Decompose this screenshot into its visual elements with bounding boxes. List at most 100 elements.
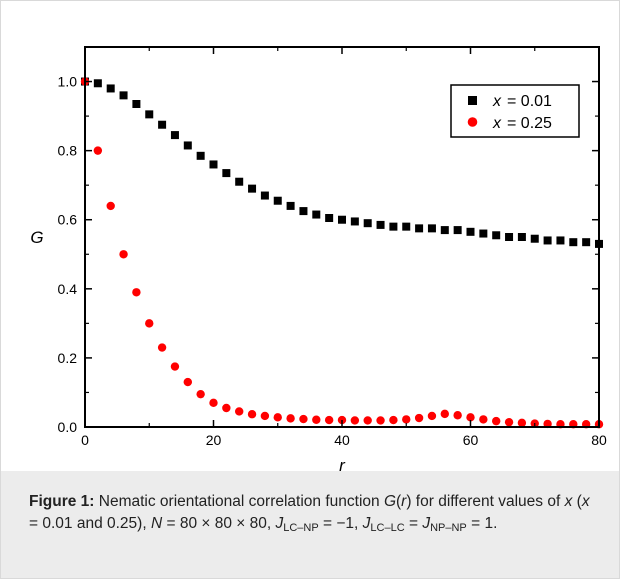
caption-var: J [422, 515, 431, 532]
caption-text: = 0.01 and 0.25), [29, 515, 151, 532]
x-tick-label: 40 [334, 432, 350, 448]
point-series-0 [415, 224, 424, 233]
point-series-0 [453, 226, 462, 235]
point-series-0 [312, 210, 321, 219]
point-series-0 [466, 227, 475, 236]
point-series-1 [286, 414, 295, 423]
caption-text: Nematic orientational correlation functi… [94, 493, 384, 510]
legend-var: x [492, 93, 502, 110]
point-series-1 [273, 413, 282, 422]
caption-subscript: LC–NP [283, 522, 319, 534]
axis-ticks: 0 20 40 60 80 0.0 0.2 0.4 0.6 0.8 1.0 [58, 46, 607, 448]
point-series-0 [196, 151, 205, 160]
point-series-0 [158, 120, 167, 129]
point-series-1 [222, 403, 231, 413]
caption-var: x [581, 493, 590, 510]
legend-marker-square [468, 96, 477, 105]
caption-text: = 1. [466, 515, 498, 532]
point-series-0 [569, 238, 578, 247]
legend-value: = 0.01 [507, 93, 552, 110]
y-tick-label: 0.4 [58, 281, 78, 297]
point-series-1 [414, 413, 424, 423]
legend-label-x-0.01: x = 0.01 [492, 93, 552, 110]
point-series-1 [389, 415, 398, 425]
point-series-1 [402, 415, 411, 424]
point-series-0 [440, 226, 449, 235]
point-series-0 [582, 238, 591, 247]
point-series-1 [170, 362, 180, 371]
x-tick-label: 60 [463, 432, 479, 448]
y-tick-label: 0.6 [58, 212, 78, 228]
point-series-1 [93, 146, 103, 155]
point-series-1 [183, 377, 192, 387]
y-tick-label: 0.0 [58, 419, 78, 435]
point-series-0 [106, 84, 115, 93]
scatter-chart: 0 20 40 60 80 0.0 0.2 0.4 0.6 0.8 1.0 r G x = 0.01 … [30, 46, 607, 471]
point-series-0 [286, 201, 295, 210]
caption-text: ) for different values of [406, 493, 565, 510]
point-series-0 [209, 160, 218, 169]
x-tick-label: 0 [81, 432, 89, 448]
legend-value: = 0.25 [507, 115, 552, 132]
point-series-0 [248, 184, 257, 193]
caption-text: = [404, 515, 423, 532]
caption-text: ( [396, 493, 402, 510]
point-series-0 [427, 224, 436, 233]
point-series-0 [389, 222, 398, 231]
point-series-0 [350, 217, 359, 226]
point-series-0 [479, 229, 488, 238]
point-series-1 [376, 416, 385, 425]
point-series-0 [325, 214, 334, 222]
caption-var: J [362, 515, 371, 532]
point-series-1 [157, 343, 167, 352]
point-series-1 [440, 409, 449, 419]
point-series-1 [312, 415, 321, 424]
point-series-0 [363, 219, 372, 228]
point-series-1 [363, 416, 372, 425]
legend-box [450, 84, 580, 138]
point-series-1 [209, 398, 218, 408]
point-series-1 [119, 250, 128, 259]
caption-subscript: LC–LC [370, 522, 405, 534]
y-axis-label: G [30, 228, 43, 247]
caption-var: r [401, 493, 407, 510]
point-series-0 [145, 110, 154, 119]
point-series-1 [517, 418, 527, 428]
caption-subscript: NP–NP [430, 522, 467, 534]
point-series-1 [479, 415, 488, 424]
point-series-0 [235, 177, 244, 186]
point-series-1 [350, 416, 360, 425]
point-series-0 [505, 233, 514, 241]
point-series-0 [260, 191, 269, 200]
caption-text: ( [572, 493, 582, 510]
point-series-1 [235, 407, 244, 416]
point-series-0 [338, 215, 346, 224]
caption-text: = 80 × 80 × 80, [162, 515, 276, 532]
x-axis-label: r [339, 456, 346, 471]
point-series-0 [183, 141, 192, 150]
legend-var: x [492, 115, 502, 132]
point-series-1 [453, 411, 462, 420]
caption-var: G [383, 493, 396, 510]
point-series-0 [93, 79, 102, 88]
point-series-0 [273, 196, 282, 205]
point-series-0 [543, 236, 552, 245]
legend-marker-circle [467, 117, 478, 127]
chart-area: 0 20 40 60 80 0.0 0.2 0.4 0.6 0.8 1.0 r G x = 0.01 … [1, 1, 619, 471]
point-series-1 [145, 319, 154, 328]
point-series-0 [132, 100, 141, 108]
legend: x = 0.01 x = 0.25 [450, 84, 580, 138]
x-tick-label: 80 [591, 432, 607, 448]
caption-var: N [150, 515, 163, 532]
point-series-1 [132, 288, 141, 297]
caption-label: Figure 1: [29, 493, 95, 510]
point-series-0 [556, 236, 565, 245]
point-series-0 [119, 91, 128, 100]
point-series-1 [543, 419, 552, 429]
y-tick-label: 0.8 [58, 143, 78, 159]
point-series-0 [376, 220, 385, 229]
caption-var: x [564, 493, 573, 510]
point-series-1 [324, 415, 334, 425]
point-series-1 [492, 416, 501, 426]
